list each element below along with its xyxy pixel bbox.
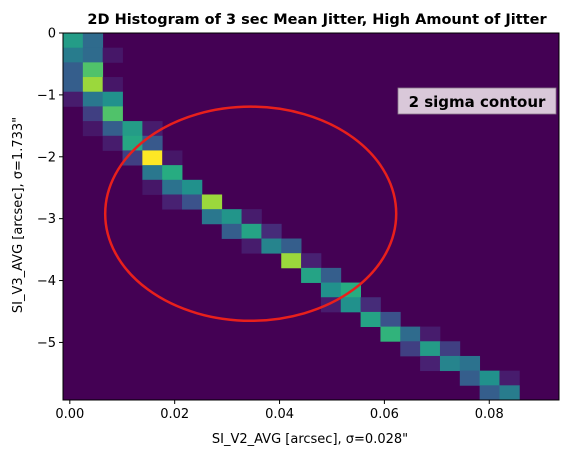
histogram-cell [400,326,421,342]
plot-frame [62,32,560,401]
y-tick-label: −5 [37,336,56,351]
histogram-cell [82,77,104,93]
histogram-cell [162,165,183,181]
histogram-cell [499,370,520,386]
histogram-cell [281,253,302,269]
histogram-cell [102,91,123,107]
histogram-cell [102,121,123,137]
histogram-cell [479,385,500,401]
histogram-cell [380,326,401,342]
contour-label: 2 sigma contour [409,93,546,111]
y-tick-label: −4 [37,274,56,289]
x-axis-label: SI_V2_AVG [arcsec], σ=0.028" [212,432,408,447]
histogram-cell [241,223,262,239]
histogram-cell [420,341,441,357]
histogram-cell [241,238,262,254]
histogram-cell [439,341,461,357]
x-axis: 0.00 0.02 0.04 0.06 0.08 [55,400,504,422]
histogram-cell [360,297,381,313]
y-tick-label: −1 [37,88,56,103]
histogram-cell [63,91,84,107]
x-tick-label: 0.06 [370,407,399,422]
histogram-cell [360,311,381,327]
histogram-cell [142,179,163,195]
contour-label-box: 2 sigma contour [397,87,557,115]
histogram-cell [201,209,223,225]
histogram-cell [221,223,242,239]
histogram-cell [63,77,84,93]
sigma-contour-ellipse [103,105,398,323]
histogram-cell [142,135,163,151]
x-tick-label: 0.00 [55,407,84,422]
histogram-cell [340,297,361,313]
histogram-cell [261,223,282,239]
histogram-cell [162,150,183,166]
y-axis-label: SI_V3_AVG [arcsec], σ=1.733" [11,117,26,313]
contour-label-background [397,87,557,115]
histogram-cell [82,91,104,107]
histogram-cell [82,33,104,49]
histogram-cell [459,370,481,386]
histogram-cell [261,238,282,254]
histogram-cell [82,106,104,122]
histogram-cell [439,355,461,372]
histogram-cell [142,150,163,166]
histogram-cell [102,47,123,63]
histogram-cell [400,341,421,357]
chart-title: 2D Histogram of 3 sec Mean Jitter, High … [87,12,547,28]
histogram-cell [182,194,203,210]
x-tick-label: 0.02 [160,407,189,422]
histogram-cell [63,33,84,49]
x-tick-label: 0.08 [475,407,504,422]
histogram-cell [301,253,322,269]
histogram-cell [122,150,143,166]
histogram-cell [459,355,481,372]
histogram-cell [499,385,520,401]
histogram-cell [182,179,203,195]
histogram-cell [221,209,242,225]
y-tick-label: −3 [37,212,56,227]
histogram-cell [479,370,500,386]
y-tick-label: 0 [48,27,56,42]
histogram-cell [162,179,183,195]
histogram-cell [82,62,104,78]
histogram-cell [102,106,123,122]
x-tick-label: 0.04 [265,407,294,422]
histogram-cell [162,194,183,210]
histogram-cell [122,121,143,137]
plot-area: 2 sigma contour [62,32,560,401]
y-axis: 0 −1 −2 −3 −4 −5 [37,27,63,351]
histogram-cell [142,165,163,181]
histogram-cell [301,267,322,283]
histogram-cell [63,62,84,78]
histogram-cell [102,77,123,93]
y-tick-label: −2 [37,150,56,165]
histogram-cell [63,47,84,63]
histogram-cell [102,135,123,151]
histogram-cell [281,238,302,254]
histogram-cell [380,311,401,327]
histogram-cell [320,267,342,283]
histogram-cell [82,121,104,137]
histogram-cell [82,47,104,63]
histogram-cell [420,355,441,372]
histogram-cell [320,282,342,298]
histogram-cell [201,194,223,210]
histogram-cell [420,326,441,342]
histogram-cell [241,209,262,225]
